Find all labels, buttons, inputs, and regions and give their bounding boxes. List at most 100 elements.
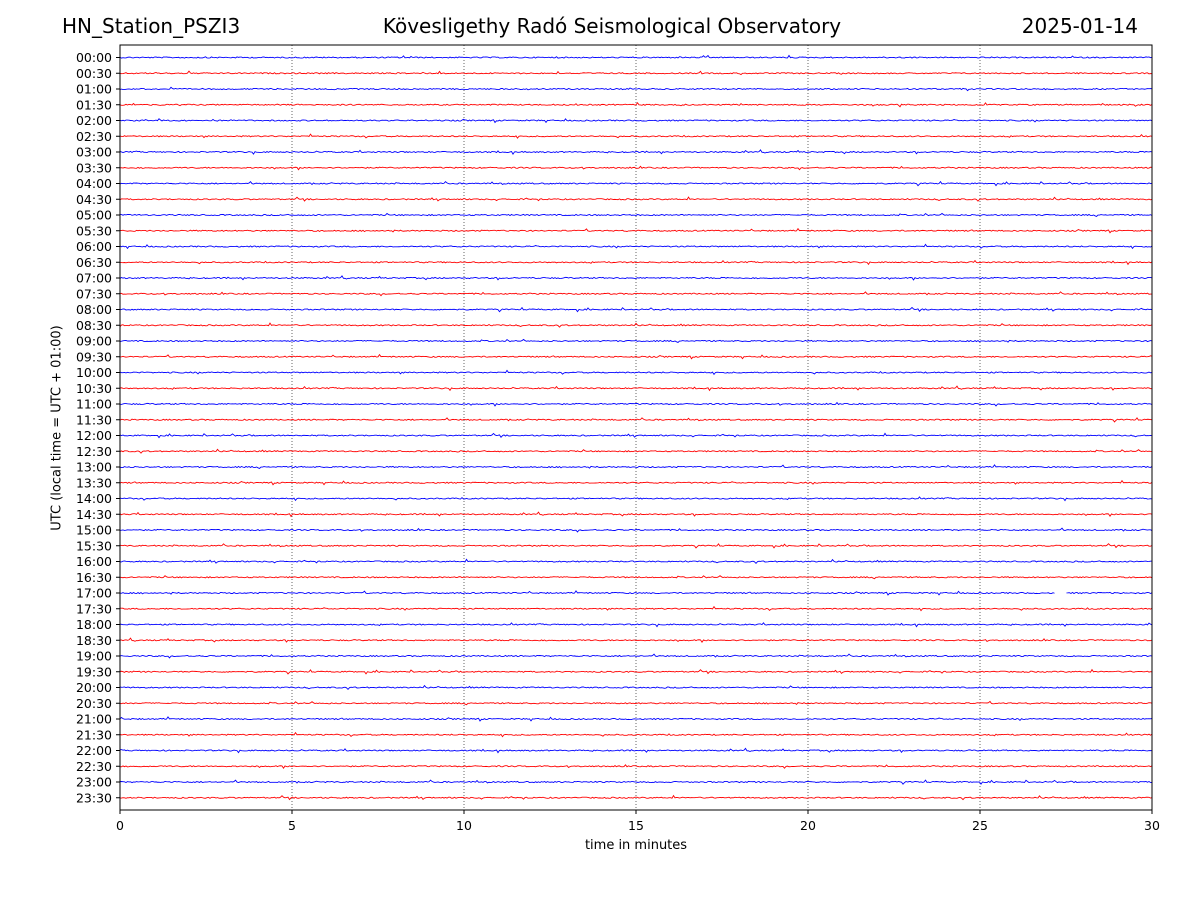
y-tick-label: 06:30	[76, 255, 112, 270]
x-tick-label: 5	[288, 818, 296, 833]
y-tick-label: 16:00	[76, 554, 112, 569]
trace-0900	[119, 338, 1153, 343]
trace-2030	[119, 700, 1153, 706]
trace-0830	[119, 322, 1153, 328]
y-tick-label: 13:30	[76, 475, 112, 490]
y-tick-label: 05:30	[76, 223, 112, 238]
trace-1100	[119, 401, 1153, 407]
y-tick-label: 15:00	[76, 523, 112, 538]
x-tick-label: 10	[456, 818, 472, 833]
y-tick-label: 05:00	[76, 208, 112, 223]
trace-1000	[119, 369, 1153, 376]
y-tick-label: 03:00	[76, 145, 112, 160]
trace-1130	[119, 417, 1153, 423]
y-tick-label: 11:00	[76, 397, 112, 412]
y-tick-label: 17:00	[76, 586, 112, 601]
chart-date: 2025-01-14	[1021, 14, 1138, 38]
trace-2300	[119, 779, 1153, 785]
trace-1630	[119, 575, 1153, 580]
y-tick-label: 15:30	[76, 538, 112, 553]
y-tick-label: 11:30	[76, 412, 112, 427]
trace-0500	[119, 212, 1153, 217]
y-tick-label: 20:30	[76, 696, 112, 711]
trace-0930	[119, 353, 1153, 360]
y-tick-label: 19:30	[76, 664, 112, 679]
trace-2200	[119, 747, 1153, 754]
y-tick-label: 10:00	[76, 365, 112, 380]
chart-title: Kövesligethy Radó Seismological Observat…	[382, 14, 842, 38]
x-tick-label: 30	[1144, 818, 1160, 833]
y-tick-label: 01:30	[76, 97, 112, 112]
trace-1530	[119, 543, 1153, 549]
x-tick-label: 20	[800, 818, 816, 833]
y-axis-label: UTC (local time = UTC + 01:00)	[49, 325, 65, 531]
y-tick-label: 12:00	[76, 428, 112, 443]
trace-0700	[119, 275, 1153, 281]
x-axis-label: time in minutes	[584, 838, 688, 853]
trace-0800	[119, 306, 1153, 313]
trace-0630	[119, 259, 1153, 266]
trace-0100	[119, 86, 1153, 92]
x-tick-label: 15	[628, 818, 644, 833]
trace-2130	[119, 731, 1153, 738]
y-tick-label: 02:30	[76, 129, 112, 144]
trace-2000	[119, 684, 1153, 691]
y-tick-label: 02:00	[76, 113, 112, 128]
trace-1300	[119, 464, 1153, 469]
y-tick-label: 14:00	[76, 491, 112, 506]
y-tick-label: 17:30	[76, 601, 112, 616]
y-tick-label: 20:00	[76, 680, 112, 695]
trace-0130	[119, 101, 1153, 108]
y-tick-label: 12:30	[76, 444, 112, 459]
trace-1730	[119, 605, 1153, 612]
y-tick-label: 07:00	[76, 271, 112, 286]
trace-1500	[119, 527, 1153, 533]
y-tick-label: 23:30	[76, 790, 112, 805]
x-tick-label: 25	[972, 818, 988, 833]
y-tick-label: 21:30	[76, 727, 112, 742]
trace-0300	[119, 149, 1153, 155]
trace-0600	[119, 243, 1153, 250]
trace-1030	[119, 385, 1153, 392]
y-tick-label: 00:30	[76, 66, 112, 81]
y-tick-label: 21:00	[76, 712, 112, 727]
trace-0230	[119, 133, 1153, 139]
trace-0330	[119, 165, 1153, 171]
y-tick-label: 10:30	[76, 381, 112, 396]
trace-1600	[119, 558, 1153, 565]
y-tick-label: 13:00	[76, 460, 112, 475]
y-tick-label: 08:00	[76, 302, 112, 317]
trace-1900	[119, 653, 1153, 659]
y-tick-label: 22:30	[76, 759, 112, 774]
trace-1830	[119, 637, 1153, 643]
trace-2230	[119, 764, 1153, 769]
y-tick-label: 01:00	[76, 82, 112, 97]
y-tick-label: 00:00	[76, 50, 112, 65]
trace-0730	[119, 291, 1153, 297]
x-tick-label: 0	[116, 818, 124, 833]
trace-0400	[119, 180, 1153, 187]
trace-1200	[119, 432, 1153, 439]
trace-0200	[119, 118, 1153, 124]
y-tick-label: 09:30	[76, 349, 112, 364]
y-tick-label: 03:30	[76, 160, 112, 175]
trace-1230	[119, 448, 1153, 454]
trace-2330	[119, 794, 1153, 801]
trace-1700	[119, 590, 1153, 596]
y-tick-label: 06:00	[76, 239, 112, 254]
y-tick-label: 04:30	[76, 192, 112, 207]
trace-2100	[119, 716, 1153, 722]
trace-1430	[119, 511, 1153, 518]
trace-1930	[119, 668, 1153, 675]
trace-1330	[119, 479, 1153, 486]
y-tick-label: 18:00	[76, 617, 112, 632]
y-tick-label: 19:00	[76, 649, 112, 664]
trace-1400	[119, 496, 1153, 502]
y-tick-label: 18:30	[76, 633, 112, 648]
y-tick-label: 09:00	[76, 334, 112, 349]
trace-1800	[119, 622, 1153, 628]
y-tick-label: 04:00	[76, 176, 112, 191]
y-tick-label: 07:30	[76, 286, 112, 301]
y-tick-label: 16:30	[76, 570, 112, 585]
